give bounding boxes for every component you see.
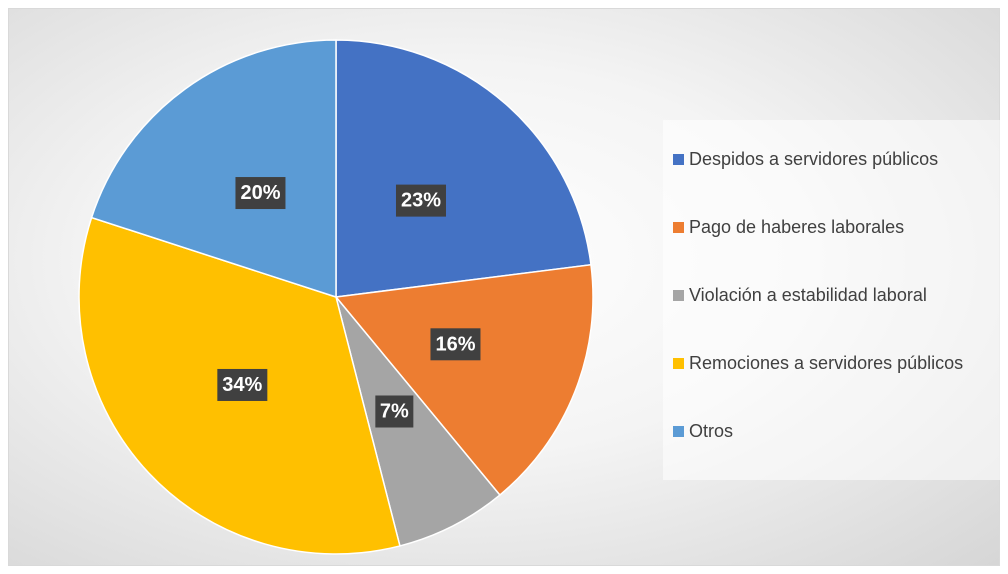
data-label-box [395,184,446,217]
legend-label: Pago de haberes laborales [689,217,905,237]
legend-item: Pago de haberes laborales [673,214,992,240]
legend-item: Despidos a servidores públicos [673,146,992,172]
legend-item: Violación a estabilidad laboral [673,282,992,308]
legend-item: Otros [673,418,992,444]
data-label: 34% [222,374,262,396]
data-label-box [217,368,268,401]
legend-label: Remociones a servidores públicos [689,353,964,373]
legend-swatch [673,290,684,301]
legend-label: Otros [689,421,734,441]
pie-slice [335,39,592,298]
legend-swatch [673,222,684,233]
legend: Despidos a servidores públicos Pago de ha… [663,120,1000,480]
data-label-box [375,395,414,428]
legend-swatch [673,358,684,369]
pie-slice [90,39,337,299]
data-label-box [430,328,481,361]
data-label: 23% [401,190,441,212]
data-label: 20% [240,182,280,204]
legend-label: Violación a estabilidad laboral [689,285,927,305]
data-label: 7% [380,400,409,422]
data-label: 16% [435,333,475,355]
legend-swatch [673,154,684,165]
data-label-box [235,177,286,210]
legend-item: Remociones a servidores públicos [673,350,992,376]
legend-label: Despidos a servidores públicos [689,149,939,169]
pie-slice [335,296,501,547]
legend-swatch [673,426,684,437]
pie-slice [334,263,594,497]
